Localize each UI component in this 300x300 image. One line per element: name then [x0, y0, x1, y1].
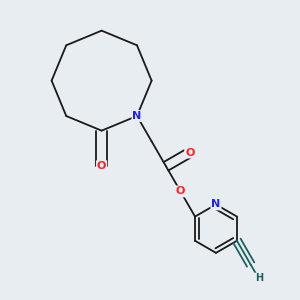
Text: N: N — [212, 200, 220, 209]
Text: N: N — [132, 111, 142, 121]
Text: O: O — [176, 186, 185, 197]
Text: H: H — [255, 274, 263, 284]
Text: O: O — [97, 161, 106, 171]
Text: O: O — [185, 148, 194, 158]
